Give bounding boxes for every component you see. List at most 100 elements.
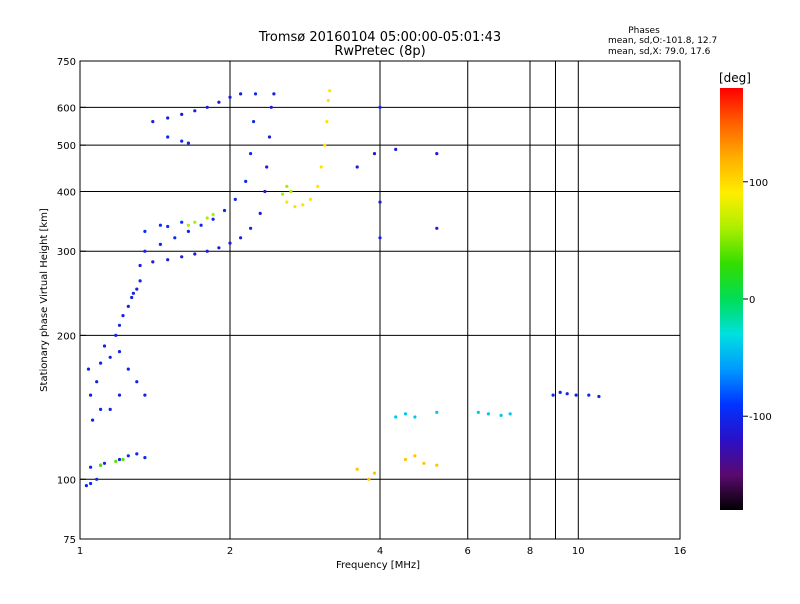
- echo-point: [121, 314, 125, 318]
- echo-point: [89, 465, 93, 469]
- echo-point: [551, 393, 555, 397]
- echo-point: [95, 380, 99, 384]
- echo-point: [151, 120, 155, 124]
- echo-point: [131, 291, 135, 295]
- echo-point: [126, 304, 130, 308]
- echo-point: [422, 461, 426, 465]
- echo-point: [114, 333, 118, 337]
- echo-point: [143, 229, 147, 233]
- echo-point: [186, 223, 190, 227]
- echo-point: [233, 197, 237, 201]
- echo-point: [372, 471, 377, 475]
- echo-point: [91, 418, 95, 422]
- echo-point: [130, 295, 134, 300]
- echo-point: [143, 393, 147, 397]
- echo-point: [244, 179, 248, 183]
- echo-point: [166, 116, 170, 120]
- echo-point: [565, 392, 569, 396]
- echo-point: [367, 477, 371, 481]
- echo-point: [186, 141, 190, 145]
- echo-point: [435, 152, 439, 156]
- echo-point: [193, 220, 197, 224]
- echo-point: [180, 220, 184, 224]
- y-axis-label: Stationary phase Virtual Height [km]: [39, 208, 50, 392]
- echo-point: [138, 279, 142, 283]
- echo-point: [117, 393, 122, 397]
- echo-point: [267, 135, 272, 139]
- echo-point: [180, 255, 184, 259]
- echo-point: [99, 361, 103, 365]
- y-tick-label: 300: [57, 247, 76, 258]
- echo-point: [143, 249, 147, 253]
- echo-point: [228, 95, 232, 99]
- echo-point: [239, 92, 243, 96]
- echo-point: [121, 457, 125, 462]
- echo-point: [285, 184, 289, 188]
- y-tick-label: 500: [57, 141, 76, 152]
- x-tick-label: 2: [227, 546, 233, 557]
- echo-point: [108, 407, 112, 411]
- echo-point: [435, 226, 439, 230]
- x-axis-ticks: 1 2 4 6 8 10 16: [77, 546, 687, 557]
- colorbar-tick-label: -100: [749, 412, 772, 423]
- echo-point: [281, 192, 285, 196]
- echo-point: [508, 412, 512, 416]
- echo-point: [211, 217, 215, 221]
- echo-point: [249, 226, 253, 230]
- echo-point: [95, 477, 99, 481]
- echo-point: [316, 184, 320, 188]
- figure-titles: Tromsø 20160104 05:00:00-05:01:43 RwPret…: [258, 26, 717, 59]
- echo-point: [574, 393, 578, 397]
- echo-point: [89, 393, 93, 397]
- echo-point: [239, 236, 243, 240]
- echo-point: [252, 120, 256, 124]
- echo-points: [84, 89, 601, 488]
- echo-point: [158, 223, 162, 227]
- title-line1: Tromsø 20160104 05:00:00-05:01:43: [258, 30, 501, 45]
- echo-point: [413, 415, 417, 419]
- colorbar-tick-label: 0: [749, 295, 755, 306]
- echo-point: [126, 454, 130, 458]
- y-tick-label: 100: [57, 475, 76, 486]
- echo-point: [135, 380, 139, 384]
- stats-o-mode: mean, sd,O:-101.8, 12.7: [608, 36, 717, 46]
- echo-point: [114, 459, 118, 463]
- echo-point: [180, 112, 184, 116]
- plot-grid: [79, 61, 681, 539]
- y-tick-label: 75: [63, 535, 76, 546]
- phase-colorbar: [deg] 100 0 -100: [719, 71, 772, 510]
- echo-point: [435, 410, 439, 414]
- colorbar-tick-label: 100: [749, 178, 768, 189]
- echo-point: [265, 165, 269, 169]
- echo-point: [89, 481, 93, 486]
- x-tick-label: 6: [465, 546, 471, 557]
- echo-point: [272, 92, 276, 96]
- echo-point: [84, 484, 88, 488]
- echo-point: [308, 197, 312, 201]
- x-axis-label: Frequency [MHz]: [336, 560, 420, 571]
- echo-point: [166, 258, 170, 262]
- echo-point: [135, 452, 139, 456]
- echo-point: [205, 216, 209, 220]
- x-tick-label: 4: [377, 546, 383, 557]
- echo-point: [205, 249, 209, 253]
- echo-point: [253, 92, 258, 96]
- echo-point: [228, 241, 232, 245]
- echo-point: [263, 189, 267, 194]
- echo-point: [301, 203, 305, 207]
- x-tick-label: 16: [674, 546, 687, 557]
- x-tick-label: 1: [77, 546, 83, 557]
- echo-point: [587, 393, 591, 397]
- echo-point: [117, 350, 122, 354]
- echo-point: [117, 457, 122, 462]
- echo-point: [126, 367, 130, 371]
- echo-point: [222, 208, 227, 213]
- echo-point: [108, 355, 112, 359]
- echo-point: [143, 456, 147, 460]
- echo-point: [486, 412, 490, 416]
- echo-point: [269, 105, 273, 109]
- echo-point: [199, 223, 203, 227]
- y-tick-label: 400: [57, 187, 76, 198]
- echo-point: [138, 263, 142, 268]
